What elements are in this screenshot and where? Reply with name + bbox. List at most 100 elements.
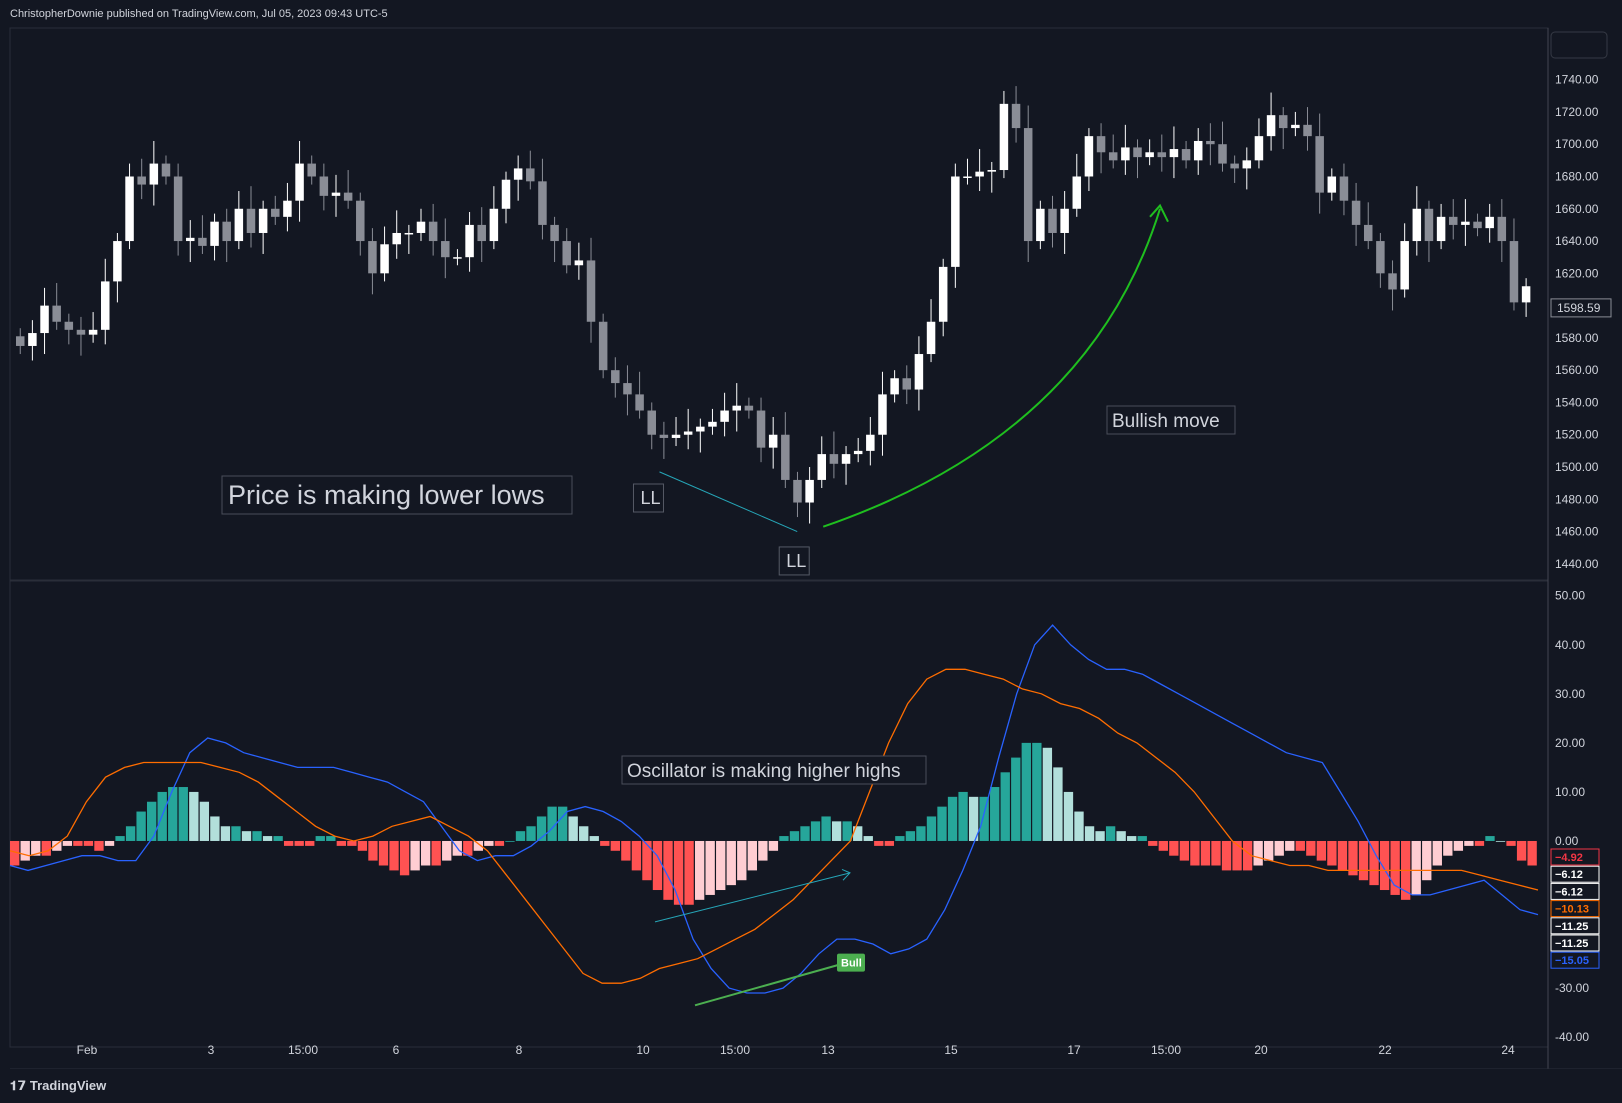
x-axis-label: 15:00 <box>720 1043 750 1057</box>
histogram-bar <box>1316 840 1327 861</box>
histogram-bar <box>536 816 547 841</box>
osc-value-badge <box>1550 848 1600 866</box>
histogram-bar <box>1464 840 1474 846</box>
ll-label-1: LL <box>640 488 660 508</box>
candle-body <box>125 176 134 242</box>
candle-body <box>428 221 438 242</box>
histogram-bar <box>737 840 747 881</box>
histogram-bar <box>1105 826 1116 841</box>
histogram-bar <box>1411 840 1421 895</box>
candle-body <box>1193 140 1203 161</box>
candle-body <box>696 426 705 432</box>
candle-body <box>1400 241 1409 290</box>
tradingview-logo[interactable]: 𝟏𝟳 TradingView <box>10 1078 106 1094</box>
histogram-bar <box>273 836 283 841</box>
histogram-bar <box>831 821 842 841</box>
osc-value-badge <box>1550 934 1600 952</box>
histogram-bar <box>779 836 789 841</box>
histogram-bar <box>705 840 715 895</box>
candle-body <box>841 454 851 464</box>
histogram-bar <box>1179 840 1190 861</box>
candle-body <box>101 281 110 330</box>
histogram-bar <box>800 826 810 841</box>
price-tick-label: 1440.00 <box>1555 557 1599 571</box>
candle-body <box>987 170 997 172</box>
price-tick-label: 1560.00 <box>1555 363 1599 377</box>
candle-body <box>1036 208 1045 242</box>
osc-value-badge <box>1550 882 1600 900</box>
histogram-bar <box>389 840 399 871</box>
histogram-bar <box>863 836 873 841</box>
candle-body <box>768 434 778 448</box>
histogram-bar <box>146 801 157 841</box>
scale-settings-button[interactable] <box>1550 31 1608 59</box>
histogram-bar <box>178 787 188 841</box>
chart-canvas[interactable]: 1440.001460.001480.001500.001520.001540.… <box>0 0 1622 1069</box>
last-price-badge <box>1550 298 1612 318</box>
histogram-bar <box>621 840 631 861</box>
histogram-bar <box>220 826 231 841</box>
candle-body <box>756 410 766 448</box>
candle-body <box>1121 147 1130 161</box>
histogram-bar <box>853 826 863 841</box>
candle-body <box>1509 241 1519 303</box>
histogram-bar <box>652 840 663 891</box>
histogram-bar <box>610 840 620 851</box>
candle-body <box>1473 221 1482 229</box>
histogram-bar <box>663 840 673 900</box>
histogram-bar <box>884 840 894 846</box>
osc-value-badge-label: −10.13 <box>1555 904 1589 916</box>
histogram-bar <box>73 840 83 846</box>
histogram-bar <box>347 840 357 846</box>
x-axis-label: 3 <box>208 1043 215 1057</box>
histogram-bar <box>1063 791 1074 841</box>
publisher-header: ChristopherDownie published on TradingVi… <box>0 0 1622 28</box>
candle-body <box>1096 136 1106 153</box>
histogram-bar <box>1137 836 1147 841</box>
candle-body <box>404 232 414 235</box>
price-tick-label: 1660.00 <box>1555 202 1599 216</box>
histogram-bar <box>294 840 304 846</box>
candle-body <box>319 176 329 196</box>
histogram-bar <box>768 840 779 851</box>
x-axis-label: 24 <box>1501 1043 1515 1057</box>
histogram-bar <box>1369 840 1379 886</box>
candle-body <box>878 394 887 435</box>
histogram-bar <box>874 840 884 846</box>
osc-value-badge-label: −6.12 <box>1555 886 1583 898</box>
price-tick-label: 1740.00 <box>1555 73 1599 87</box>
histogram-bar <box>905 831 916 841</box>
candle-body <box>1521 286 1531 303</box>
histogram-bar <box>515 831 526 841</box>
candle-body <box>1485 216 1494 229</box>
candle-body <box>1133 147 1142 158</box>
histogram-bar <box>747 840 757 871</box>
candle-body <box>137 176 146 185</box>
histogram-bar <box>1116 831 1126 841</box>
histogram-bar <box>94 840 104 851</box>
histogram-bar <box>842 821 852 841</box>
candle-body <box>902 378 912 390</box>
price-tick-label: 1520.00 <box>1555 428 1599 442</box>
histogram-bar <box>694 840 705 900</box>
osc-tick-label: -30.00 <box>1555 981 1589 995</box>
candle-body <box>295 163 304 201</box>
candle-body <box>611 370 620 384</box>
histogram-bar <box>1148 840 1158 846</box>
oscillator-pane <box>9 580 1549 1048</box>
price-tick-label: 1640.00 <box>1555 234 1599 248</box>
candle-body <box>926 321 936 355</box>
candle-body <box>853 450 863 455</box>
histogram-bar <box>10 840 20 866</box>
histogram-bar <box>210 816 220 841</box>
histogram-bar <box>252 831 262 841</box>
candle-body <box>975 171 984 177</box>
osc-value-badge-label: −15.05 <box>1555 955 1589 967</box>
tv-logo-icon: 𝟏𝟳 <box>10 1078 30 1093</box>
histogram-bar <box>505 840 515 842</box>
candle-body <box>1181 149 1191 161</box>
x-axis-label: 13 <box>821 1043 835 1057</box>
osc-value-badge-label: −11.25 <box>1555 938 1588 950</box>
histogram-bar <box>1253 840 1263 866</box>
bull-badge <box>837 953 865 972</box>
